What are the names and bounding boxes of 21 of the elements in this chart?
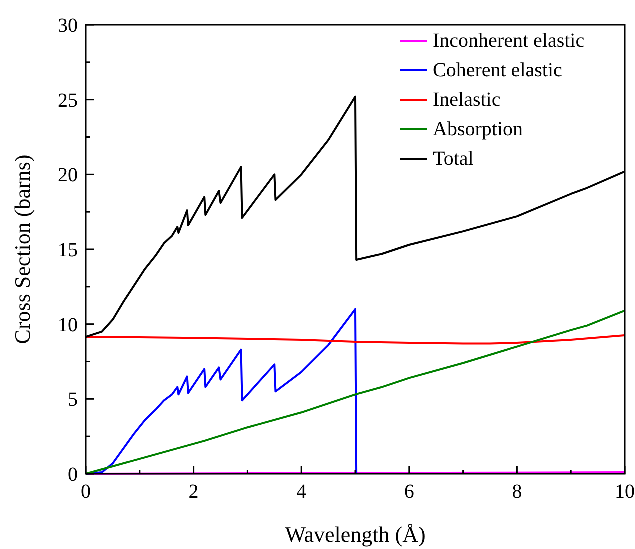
x-axis-title: Wavelength (Å) xyxy=(285,522,426,547)
y-tick-label: 30 xyxy=(58,15,78,37)
y-tick-label: 25 xyxy=(58,90,78,112)
x-tick-label: 8 xyxy=(512,481,522,503)
y-tick-label: 0 xyxy=(68,464,78,486)
legend-label: Absorption xyxy=(433,118,523,140)
legend-label: Coherent elastic xyxy=(433,60,563,82)
x-tick-label: 6 xyxy=(404,481,414,503)
line-series xyxy=(85,334,626,345)
y-tick-label: 10 xyxy=(58,314,78,336)
legend-label: Inelastic xyxy=(433,89,501,111)
x-tick-label: 4 xyxy=(296,481,307,503)
y-axis-title: Cross Section (barns) xyxy=(10,154,35,344)
line-series xyxy=(85,310,626,475)
x-tick-label: 2 xyxy=(188,481,199,503)
y-tick-label: 5 xyxy=(68,389,78,412)
legend-label: Inconherent elastic xyxy=(433,30,585,52)
y-tick-label: 20 xyxy=(58,164,78,187)
y-tick-label: 15 xyxy=(58,240,78,262)
legend-label: Total xyxy=(433,148,474,170)
x-tick-label: 10 xyxy=(615,481,635,503)
